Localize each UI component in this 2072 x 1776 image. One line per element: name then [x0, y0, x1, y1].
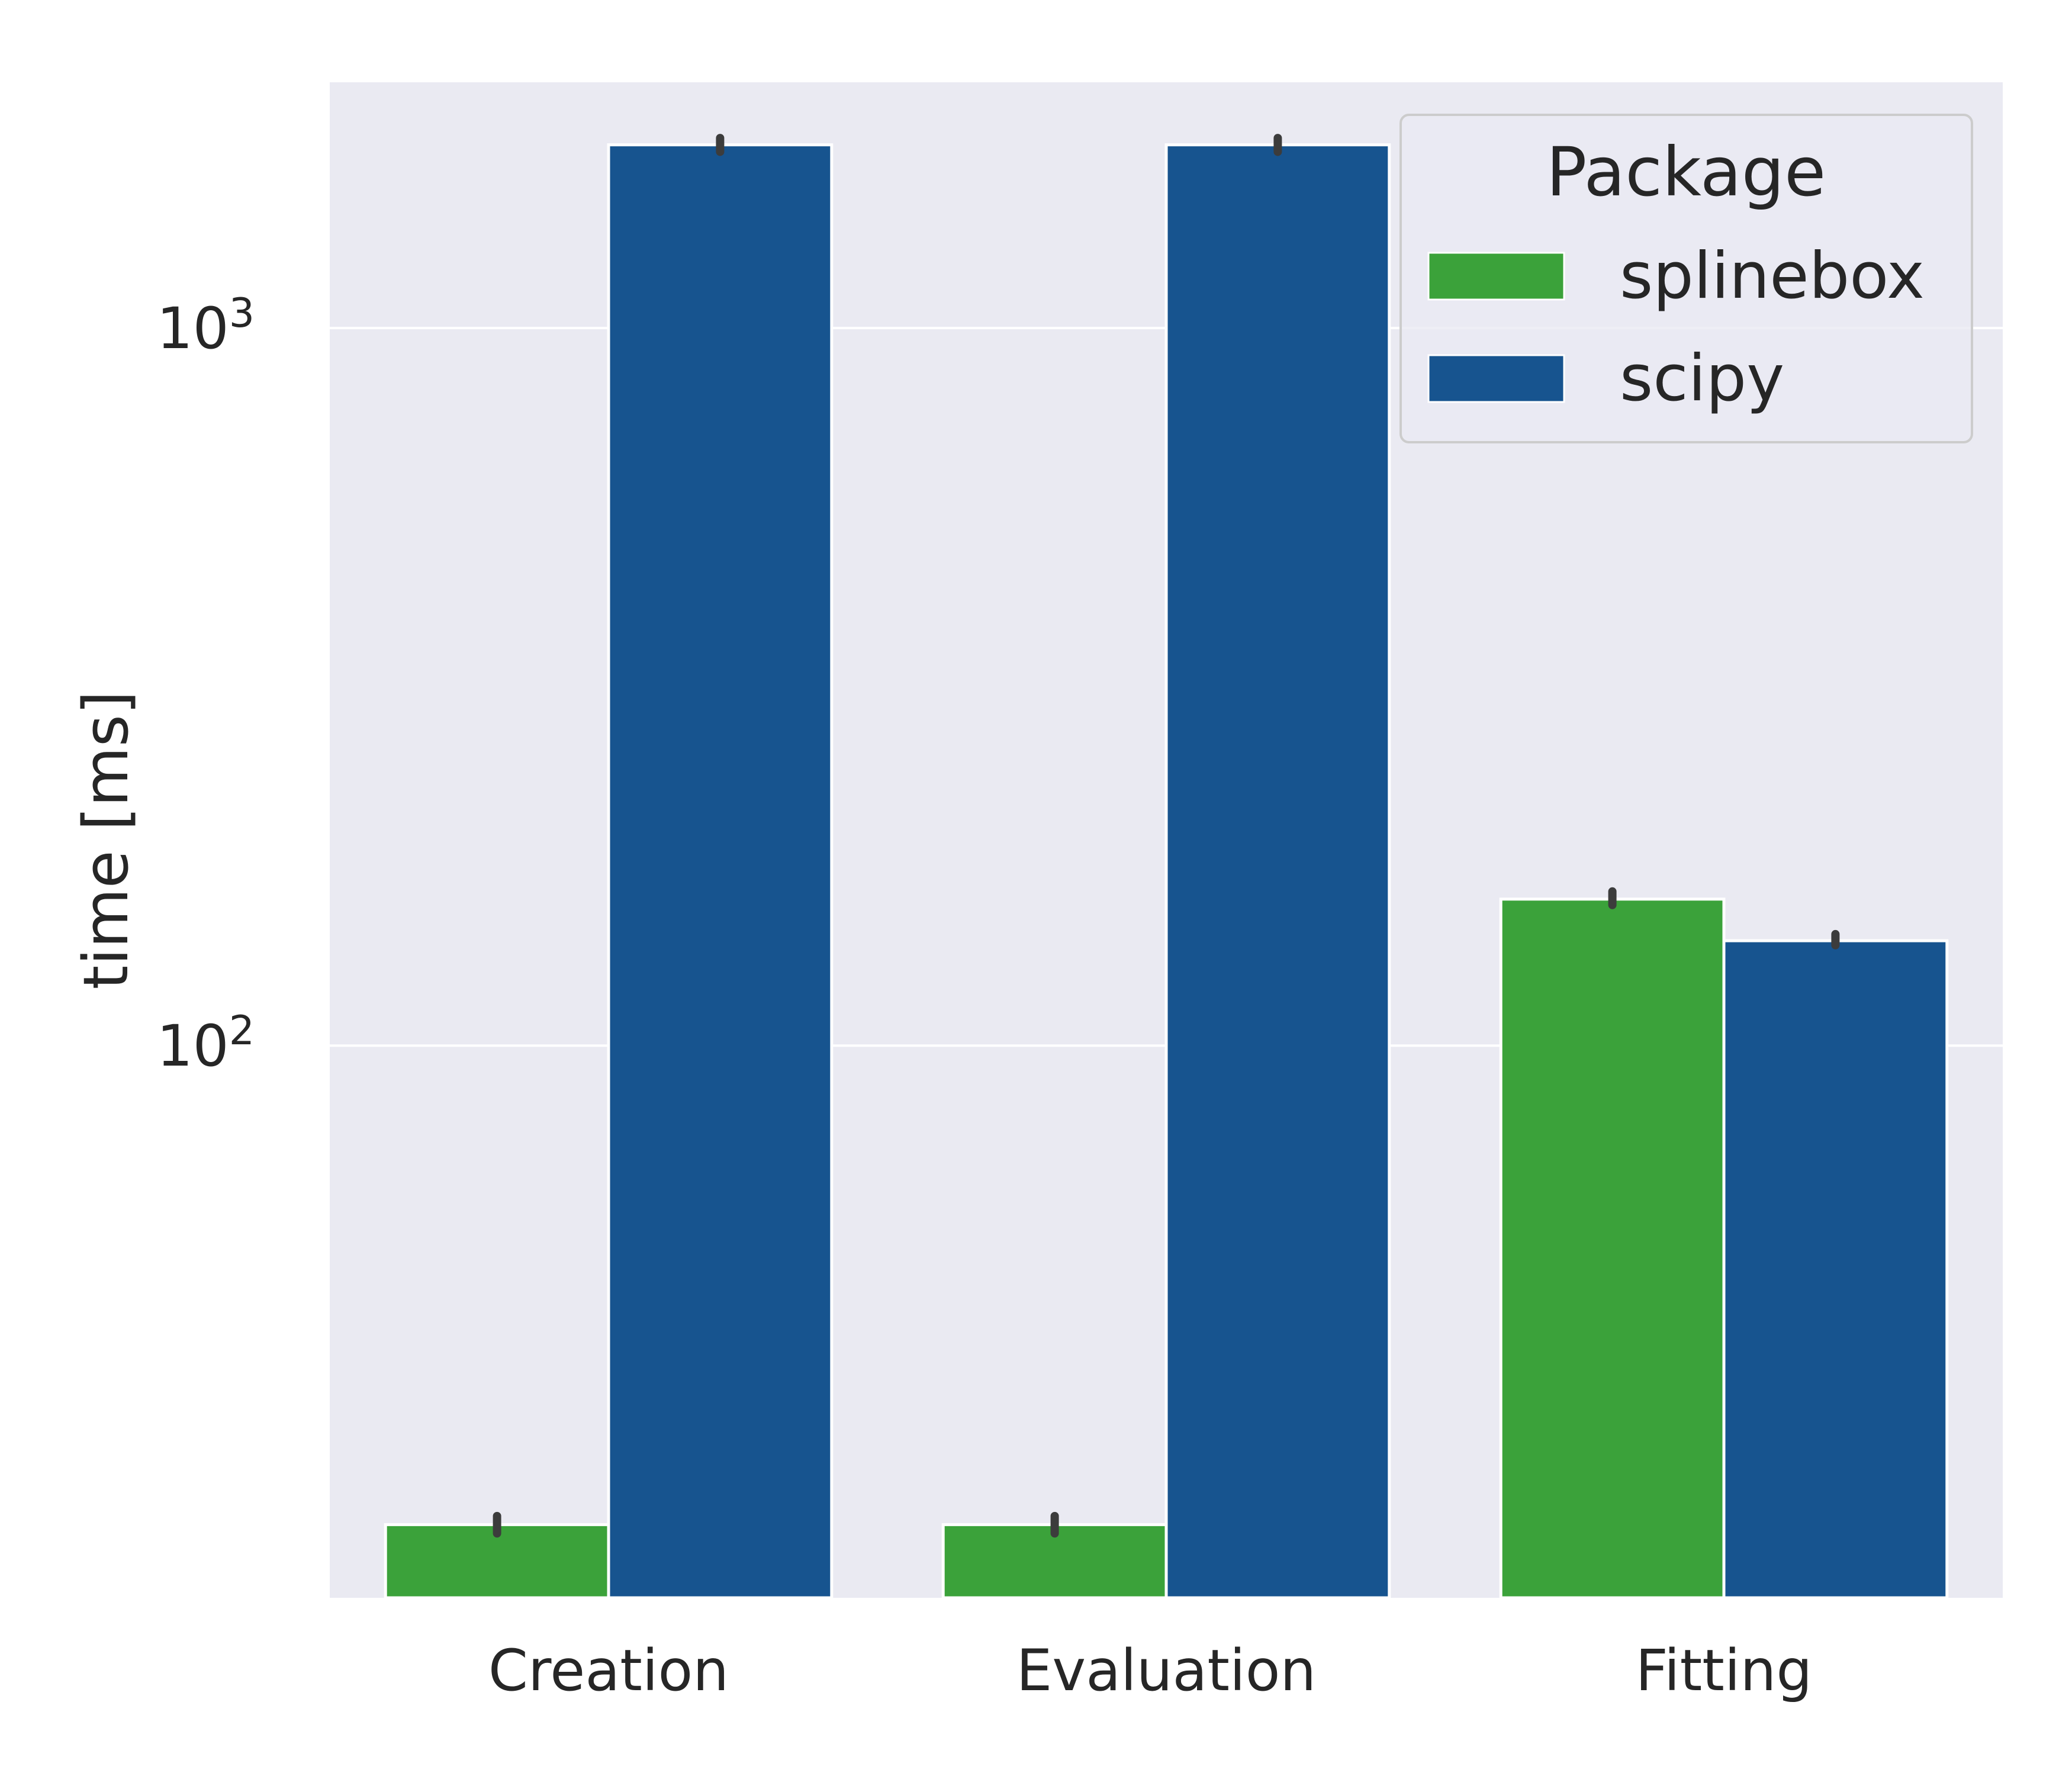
x-tick-label: Creation	[488, 1637, 729, 1704]
legend-label-scipy: scipy	[1620, 342, 1784, 416]
y-axis-label: time [ms]	[70, 691, 142, 990]
x-tick-label: Fitting	[1636, 1637, 1813, 1704]
x-tick-label: Evaluation	[1016, 1637, 1317, 1704]
bar-splinebox-fitting	[1499, 897, 1726, 1600]
bar-scipy-evaluation	[1164, 143, 1391, 1600]
legend: Package splinebox scipy	[1399, 114, 1973, 443]
bars	[384, 143, 1949, 1600]
y-tick-base: 10	[157, 295, 229, 362]
y-tick-exponent: 2	[229, 1008, 255, 1054]
y-tick-exponent: 3	[229, 290, 255, 337]
y-tick-label: 102	[157, 1008, 255, 1079]
y-tick-base: 10	[157, 1013, 229, 1079]
bar-scipy-creation	[607, 143, 834, 1600]
error-bars	[493, 134, 1840, 1538]
legend-swatch-splinebox	[1427, 252, 1565, 301]
legend-swatch-scipy	[1427, 354, 1565, 403]
y-tick-label: 103	[157, 290, 255, 362]
legend-label-splinebox: splinebox	[1620, 239, 1925, 313]
bar-scipy-fitting	[1722, 939, 1949, 1600]
x-tick-labels: Creation Evaluation Fitting	[488, 1637, 1812, 1704]
legend-title: Package	[1546, 133, 1826, 211]
